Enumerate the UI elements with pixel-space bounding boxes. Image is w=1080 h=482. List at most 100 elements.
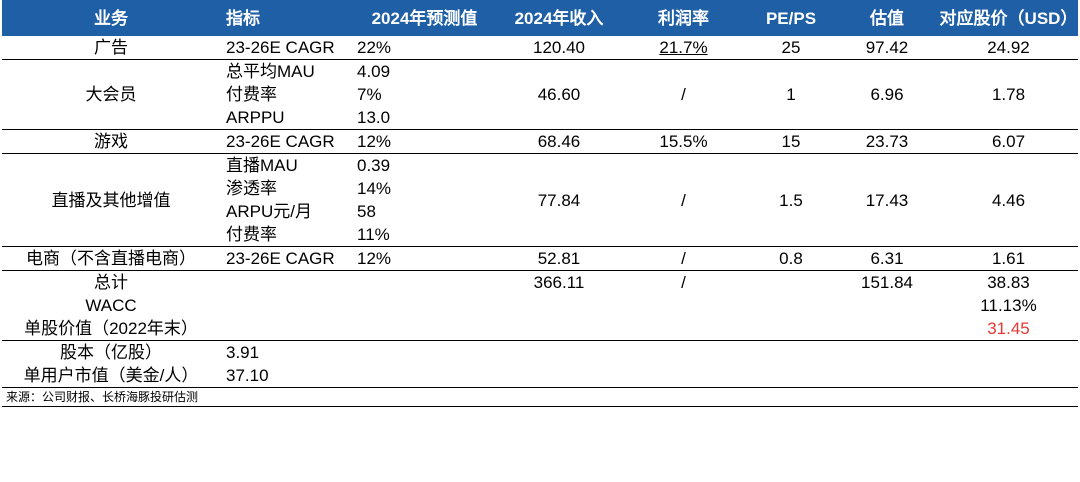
biz-cell: 电商（不含直播电商） [2,246,220,271]
pe-cell: 1.5 [747,153,835,247]
pred-cell: 13.0 [357,108,391,127]
price-cell: 38.83 [939,270,1078,294]
source-row: 来源：公司财报、长桥海豚投研估测 [2,387,1078,407]
biz-cell: 直播及其他增值 [2,153,220,247]
peruser-value: 37.10 [226,366,269,385]
pe-cell: 15 [747,129,835,154]
pe-cell: 0.8 [747,246,835,271]
table-row: 股本（亿股） 3.91 [2,340,1078,364]
total-label: 总计 [2,270,220,294]
table-row: 大会员 总平均MAU 4.09 46.60 / 1 6.96 1.78 [2,59,1078,130]
revenue-cell: 46.60 [498,59,620,130]
pred-cell: 12% [351,129,498,154]
empty-cell [498,294,620,317]
indicator-cell: 付费率 [226,85,277,104]
empty-cell [220,294,351,317]
shares-label: 股本（亿股） [2,340,220,364]
empty-cell [747,294,835,317]
revenue-cell: 120.40 [533,38,585,57]
pred-cell: 7% [357,85,382,104]
table-row: 单用户市值（美金/人） 37.10 [2,364,1078,388]
pe-cell: 25 [781,38,801,57]
empty-cell [835,294,939,317]
price-cell: 24.92 [987,38,1030,57]
empty-cell [220,317,351,341]
pe-cell: 1 [747,59,835,130]
valuation-cell: 151.84 [835,270,939,294]
table-row: 电商（不含直播电商） 23-26E CAGR 12% 52.81 / 0.8 6… [2,246,1078,271]
pred-cell: 22% [357,38,392,57]
table-row: 直播及其他增值 直播MAU 0.39 77.84 / 1.5 17.43 4.4… [2,153,1078,247]
peruser-label: 单用户市值（美金/人） [23,366,199,385]
revenue-cell: 366.11 [498,270,620,294]
empty-cell [351,317,498,341]
table-row: 渗透率 14% [2,177,1078,200]
header-cell: 指标 [220,0,351,36]
header-cell: 2024年预测值 [351,0,498,36]
wacc-label: WACC [85,296,137,315]
indicator-cell: ARPU元/月 [226,202,312,221]
shares-value: 3.91 [220,340,351,364]
table-row: 单股价值（2022年末） 31.45 [2,317,1078,341]
valuation-cell: 17.43 [835,153,939,247]
indicator-cell: 总平均MAU [220,59,351,83]
biz-cell: 广告 [94,38,128,57]
empty-cell [351,364,1078,388]
valuation-cell: 23.73 [835,129,939,154]
margin-cell: 21.7% [659,38,708,57]
pred-cell: 11% [357,225,390,244]
margin-cell: / [620,59,747,130]
pred-cell: 58 [357,202,376,221]
header-cell: 估值 [835,0,939,36]
pred-cell: 4.09 [351,59,498,83]
header-row: 业务 指标 2024年预测值 2024年收入 利润率 PE/PS 估值 对应股价… [2,0,1078,36]
margin-cell: / [620,246,747,271]
price-cell: 6.07 [939,129,1078,154]
source-note: 来源：公司财报、长桥海豚投研估测 [2,387,1078,407]
valuation-cell: 6.96 [835,59,939,130]
pred-cell: 12% [351,246,498,271]
biz-cell: 游戏 [2,129,220,154]
margin-cell: 15.5% [620,129,747,154]
margin-cell: / [620,153,747,247]
table-row: 总计 366.11 / 151.84 38.83 [2,270,1078,294]
margin-cell: / [620,270,747,294]
header-cell: 业务 [2,0,220,36]
valuation-table: 业务 指标 2024年预测值 2024年收入 利润率 PE/PS 估值 对应股价… [2,0,1078,407]
empty-cell [620,317,747,341]
revenue-cell: 52.81 [498,246,620,271]
wacc-value: 11.13% [980,296,1037,315]
header-cell: 对应股价（USD） [939,0,1078,36]
biz-cell: 大会员 [2,59,220,130]
table-row: 付费率 7% [2,83,1078,106]
empty-cell [835,317,939,341]
indicator-cell: 付费率 [226,225,277,244]
pred-cell: 0.39 [351,153,498,177]
valuation-cell: 6.31 [835,246,939,271]
header-cell: 2024年收入 [498,0,620,36]
indicator-cell: 23-26E CAGR [220,246,351,271]
revenue-cell: 77.84 [498,153,620,247]
empty-cell [747,317,835,341]
empty-cell [220,270,351,294]
price-cell: 1.78 [939,59,1078,130]
price-cell: 1.61 [939,246,1078,271]
indicator-cell: 直播MAU [220,153,351,177]
revenue-cell: 68.46 [498,129,620,154]
header-cell: PE/PS [747,0,835,36]
empty-cell [351,294,498,317]
empty-cell [351,270,498,294]
empty-cell [351,340,1078,364]
indicator-cell: ARPPU [226,108,285,127]
empty-cell [747,270,835,294]
valuation-cell: 97.42 [865,38,909,57]
header-cell: 利润率 [620,0,747,36]
indicator-cell: 23-26E CAGR [220,129,351,154]
table-row: ARPU元/月 58 [2,200,1078,223]
table-row: 游戏 23-26E CAGR 12% 68.46 15.5% 15 23.73 … [2,129,1078,154]
empty-cell [498,317,620,341]
indicator-cell: 23-26E CAGR [226,38,335,57]
pred-cell: 14% [357,179,392,198]
table-row: ARPPU 13.0 [2,106,1078,130]
pershare-label: 单股价值（2022年末） [24,319,198,338]
